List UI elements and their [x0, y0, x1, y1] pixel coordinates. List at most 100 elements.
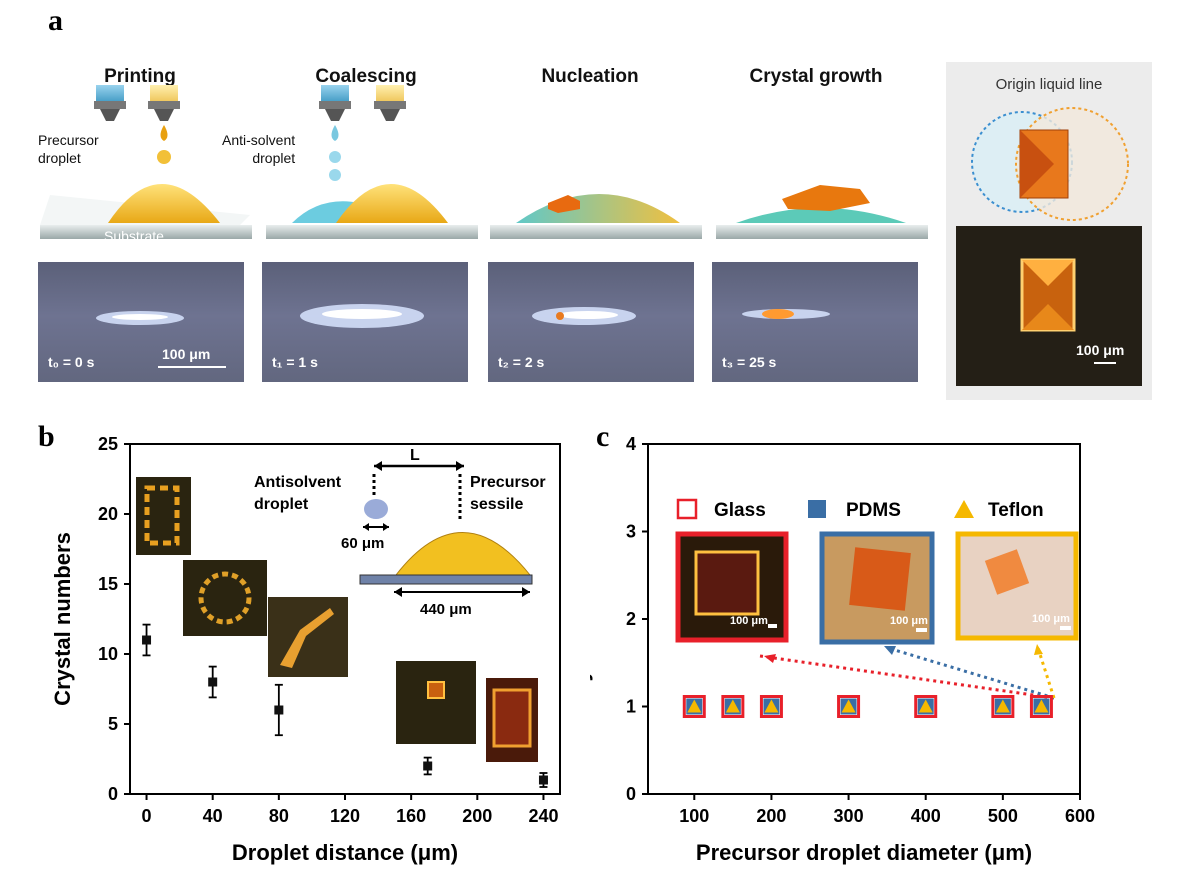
chart-b-x-tick-label: 120 [330, 806, 360, 826]
legend-glass-label: Glass [714, 500, 766, 521]
chart-c-x-tick-label: 100 [679, 806, 709, 826]
droplet-image [742, 309, 830, 319]
chart-b-x-tick-label: 40 [203, 806, 223, 826]
chart-b-x-tick-label: 200 [462, 806, 492, 826]
data-point [423, 761, 433, 771]
chart-b-y-tick-label: 20 [98, 504, 118, 524]
micrograph-t1: t₁ = 1 s [262, 262, 468, 382]
data-point [208, 677, 218, 687]
chart-c-x-tick-label: 500 [988, 806, 1018, 826]
precursor-label-line2: sessile [470, 496, 523, 513]
chart-b-y-tick-label: 5 [108, 714, 118, 734]
micrograph-t3: t₃ = 25 s [712, 262, 918, 382]
stage-coalescing-title: Coalescing [315, 66, 417, 87]
antisolvent-droplet-label: Anti-solvent droplet [222, 132, 296, 166]
chart-c: 100 200 300 400 500 600 0 1 2 3 4 Precursor droplet… [590, 434, 1095, 865]
precursor-droplet-label: Precursor droplet [38, 132, 99, 166]
nucleation-schematic [490, 194, 702, 239]
chart-c-y-tick-label: 0 [626, 784, 636, 804]
micrograph-t2: t₂ = 2 s [488, 262, 694, 382]
process-schematic [40, 85, 928, 239]
chart-b-y-tick-label: 0 [108, 784, 118, 804]
crystal-square [492, 688, 532, 748]
pdms-arrow [887, 646, 1055, 700]
precursor-label-line1: Precursor [470, 474, 546, 491]
chart-b: 0 40 80 120 160 200 240 0 5 10 15 20 25 Droplet dista… [50, 434, 561, 865]
scale-bar [1094, 362, 1116, 364]
teflon-point [687, 699, 702, 713]
teflon-point [841, 699, 856, 713]
chart-b-x-tick-label: 240 [528, 806, 558, 826]
crystal-image-170um [396, 661, 476, 744]
chart-c-y-tick-label: 2 [626, 609, 636, 629]
time-label: t₂ = 2 s [498, 354, 545, 370]
legend-pdms-label: PDMS [846, 500, 901, 521]
chart-c-x-tick-label: 300 [834, 806, 864, 826]
teflon-point [725, 699, 740, 713]
stage-nucleation-title: Nucleation [541, 66, 639, 87]
panel-c-label: c [596, 420, 610, 453]
crystal-square [427, 681, 445, 699]
legend-pdms-swatch [808, 500, 826, 518]
teflon-point [918, 699, 933, 713]
chart-c-x-tick-label: 400 [911, 806, 941, 826]
l-label: L [410, 447, 420, 464]
origin-diagram [971, 107, 1129, 221]
chart-b-x-tick-label: 80 [269, 806, 289, 826]
precursor-sessile-droplet [394, 532, 532, 576]
chart-c-legend: Glass PDMS Teflon [676, 498, 1044, 521]
glass-point [721, 695, 745, 718]
printing-schematic [40, 85, 252, 239]
substrate-label: Substrate [104, 228, 164, 244]
chart-c-y-tick-label: 3 [626, 522, 636, 542]
panel-a-label: a [48, 4, 63, 37]
glass-point [914, 695, 938, 718]
crystal [984, 549, 1030, 595]
time-label: t₀ = 0 s [48, 354, 95, 370]
droplet-image [300, 304, 424, 328]
legend-teflon-swatch [954, 500, 974, 518]
chart-c-x-tick-label: 600 [1065, 806, 1095, 826]
glass-point [682, 695, 706, 718]
d440-label: 440 μm [420, 601, 472, 618]
chart-b-x-tick-label: 0 [142, 806, 152, 826]
data-point [274, 705, 284, 715]
origin-liquid-line-label: Origin liquid line [995, 76, 1103, 93]
teflon-arrow [1036, 647, 1056, 699]
chart-c-y-tick-label: 1 [626, 697, 636, 717]
stage-printing-title: Printing [104, 66, 176, 87]
scale-bar [158, 366, 226, 368]
time-label: t₃ = 25 s [722, 354, 777, 370]
chart-c-y-tick-label: 4 [626, 434, 636, 454]
antisolvent-droplet [364, 499, 388, 519]
chart-c-y-axis-label: Crystal numbers [590, 532, 593, 706]
scale-bar-label: 100 μm [890, 615, 928, 627]
panel-b-label: b [38, 420, 55, 453]
droplet-image [532, 307, 636, 325]
teflon-point [995, 699, 1010, 713]
coalescing-schematic [266, 85, 478, 239]
chart-c-arrows [759, 644, 1056, 700]
substrate [359, 574, 533, 585]
glass-point [991, 695, 1015, 718]
origin-crystal-image: 100 μm [956, 226, 1142, 386]
teflon-point [1034, 699, 1049, 713]
crystal-ring [198, 571, 252, 625]
chart-b-y-axis-label: Crystal numbers [50, 532, 75, 706]
legend-glass-swatch [676, 498, 698, 520]
data-point [538, 775, 548, 785]
glass-point [759, 695, 783, 718]
glass-point [837, 695, 861, 718]
chart-c-crystal-images: 100 μm 100 μm 100 μm [675, 531, 1079, 645]
crystal-ring [144, 485, 180, 546]
glass-arrow [759, 654, 1055, 700]
chart-b-y-tick-label: 25 [98, 434, 118, 454]
scale-bar-label: 100 μm [1076, 342, 1125, 358]
scale-bar-label: 100 μm [162, 346, 211, 362]
scale-bar-label: 100 μm [1032, 613, 1070, 625]
chart-c-x-tick-label: 200 [756, 806, 786, 826]
distance-schematic-inset: L Antisolvent droplet Precursor sessile … [254, 447, 546, 618]
legend-teflon-label: Teflon [988, 500, 1044, 521]
crystal [694, 550, 760, 616]
scale-bar-label: 100 μm [730, 615, 768, 627]
